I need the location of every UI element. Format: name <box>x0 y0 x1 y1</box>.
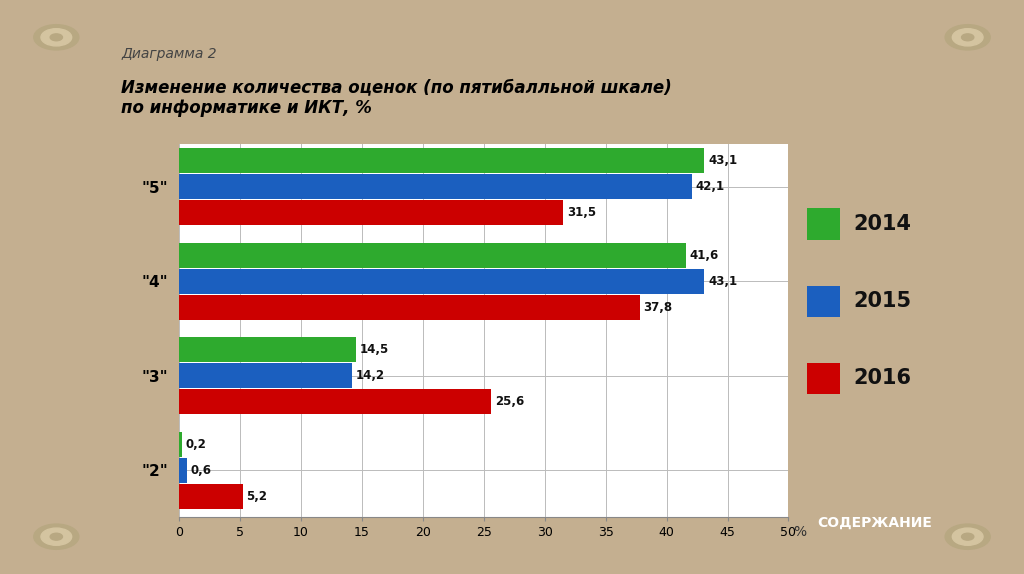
Text: 37,8: 37,8 <box>643 301 673 314</box>
FancyBboxPatch shape <box>807 363 840 394</box>
FancyBboxPatch shape <box>807 208 840 240</box>
Text: 25,6: 25,6 <box>495 395 524 408</box>
Bar <box>179 200 563 226</box>
Text: 0,2: 0,2 <box>185 438 206 451</box>
Text: 31,5: 31,5 <box>566 207 596 219</box>
Text: 42,1: 42,1 <box>696 180 725 193</box>
Text: 5,2: 5,2 <box>246 490 267 503</box>
Bar <box>179 389 492 414</box>
Text: %: % <box>794 525 807 539</box>
Text: 43,1: 43,1 <box>708 154 737 168</box>
Text: 14,5: 14,5 <box>359 343 389 356</box>
Text: 2016: 2016 <box>853 369 911 389</box>
Text: 2015: 2015 <box>853 291 911 311</box>
Bar <box>179 458 186 483</box>
Bar <box>179 363 352 389</box>
Text: СОДЕРЖАНИЕ: СОДЕРЖАНИЕ <box>817 515 933 530</box>
Text: 14,2: 14,2 <box>356 369 385 382</box>
Text: 2014: 2014 <box>853 214 911 234</box>
FancyBboxPatch shape <box>807 285 840 317</box>
Bar <box>179 148 705 173</box>
Bar <box>179 432 181 457</box>
Bar <box>179 338 356 362</box>
Bar <box>179 269 705 294</box>
Bar <box>179 484 243 509</box>
Text: 41,6: 41,6 <box>690 249 719 262</box>
Text: Изменение количества оценок (по пятибалльной шкале)
по информатике и ИКТ, %: Изменение количества оценок (по пятибалл… <box>121 79 672 117</box>
Bar <box>179 174 692 199</box>
Bar <box>179 295 640 320</box>
Text: 0,6: 0,6 <box>190 464 211 477</box>
Bar <box>179 243 686 268</box>
Text: Диаграмма 2: Диаграмма 2 <box>121 46 217 61</box>
Text: 43,1: 43,1 <box>708 275 737 288</box>
